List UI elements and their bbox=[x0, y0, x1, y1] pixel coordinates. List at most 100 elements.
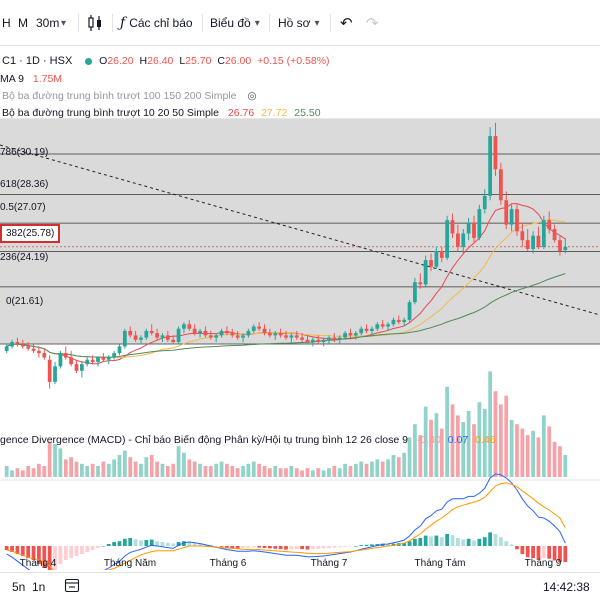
volume-bar bbox=[525, 435, 530, 477]
candle-body bbox=[273, 333, 278, 336]
timeframe-h-button[interactable]: H bbox=[2, 16, 11, 30]
signal-line-value: 0.46 bbox=[475, 434, 496, 446]
timeframe-1n-button[interactable]: 1n bbox=[32, 580, 46, 594]
interval-dropdown-chevron-icon[interactable]: ▾ bbox=[61, 17, 67, 29]
candle-body bbox=[144, 330, 149, 338]
candle-body bbox=[10, 342, 14, 347]
symbol-name[interactable]: C1 · 1D · HSX bbox=[2, 55, 73, 67]
macd-histogram-bar bbox=[47, 546, 52, 570]
volume-bar bbox=[63, 459, 68, 477]
candle-body bbox=[187, 324, 192, 329]
macd-histogram-bar bbox=[525, 546, 530, 558]
calendar-range-icon bbox=[64, 578, 80, 593]
volume-bar bbox=[284, 468, 288, 477]
macd-histogram-bar bbox=[407, 541, 412, 546]
indicators-label: Các chỉ báo bbox=[129, 16, 193, 30]
x-tick-label: Tháng Tám bbox=[414, 558, 466, 569]
volume-ma-label: MA 9 bbox=[0, 73, 24, 85]
macd-label[interactable]: gence Divergence (MACD) - Chỉ báo Biến đ… bbox=[0, 434, 408, 446]
candle-body bbox=[63, 353, 68, 358]
fib-label-236: 236(24.19) bbox=[0, 252, 49, 263]
candle-body bbox=[53, 366, 57, 382]
volume-bar bbox=[434, 413, 439, 477]
volume-bar bbox=[171, 463, 176, 477]
candle-body bbox=[37, 350, 41, 354]
macd-histogram-bar bbox=[235, 546, 240, 549]
macd-histogram-bar bbox=[10, 546, 14, 552]
volume-bar bbox=[273, 466, 278, 477]
candle-body bbox=[257, 326, 262, 329]
macd-histogram-bar bbox=[316, 546, 321, 549]
volume-bar bbox=[53, 444, 57, 477]
candle-body bbox=[515, 209, 519, 232]
macd-histogram-bar bbox=[429, 536, 433, 546]
macd-histogram-bar bbox=[187, 542, 192, 546]
volume-bar bbox=[327, 468, 331, 477]
ma-hidden-label[interactable]: Bộ ba đường trung bình trượt 100 150 200… bbox=[2, 90, 237, 102]
candle-body bbox=[353, 333, 358, 336]
candle-body bbox=[552, 229, 557, 241]
ma-label[interactable]: Bộ ba đường trung bình trượt 10 20 50 Si… bbox=[2, 107, 219, 119]
candle-body bbox=[176, 328, 181, 343]
macd-histogram-bar bbox=[176, 542, 181, 546]
redo-button[interactable]: ↷ bbox=[366, 0, 379, 46]
volume-bar bbox=[353, 463, 358, 477]
macd-histogram-bar bbox=[149, 539, 154, 546]
macd-histogram-bar bbox=[165, 542, 170, 546]
price-chart[interactable] bbox=[0, 47, 600, 570]
macd-histogram-bar bbox=[547, 546, 552, 559]
volume-bar bbox=[488, 371, 492, 477]
candle-body bbox=[429, 260, 433, 267]
candle-body bbox=[219, 330, 224, 336]
candle-body bbox=[96, 357, 100, 362]
macd-histogram-bar bbox=[498, 537, 503, 546]
candle-body bbox=[337, 337, 342, 340]
undo-button[interactable]: ↶ bbox=[340, 0, 353, 46]
candle-body bbox=[386, 324, 390, 327]
chart-type-label: Biểu đồ bbox=[210, 16, 251, 30]
volume-bar bbox=[332, 466, 337, 477]
volume-bar bbox=[429, 419, 433, 477]
chart-type-button[interactable]: Biểu đồ ▾ bbox=[210, 0, 260, 46]
candle-body bbox=[106, 357, 111, 360]
candle-body bbox=[482, 195, 487, 210]
candle-body bbox=[380, 324, 385, 327]
macd-histogram-bar bbox=[284, 546, 288, 550]
macd-histogram-bar bbox=[493, 534, 498, 546]
macd-histogram-bar bbox=[466, 538, 471, 546]
macd-histogram-bar bbox=[536, 546, 541, 560]
candle-body bbox=[547, 220, 552, 230]
volume-bar bbox=[122, 450, 127, 477]
candle-body bbox=[498, 169, 503, 201]
volume-bar bbox=[359, 461, 364, 477]
volume-bar bbox=[531, 430, 535, 477]
volume-bar bbox=[461, 422, 466, 477]
interval-30m-button[interactable]: 30m bbox=[36, 16, 60, 30]
macd-histogram-bar bbox=[364, 544, 369, 546]
candle-body bbox=[128, 330, 133, 336]
candle-body bbox=[536, 235, 541, 247]
candle-body bbox=[246, 330, 251, 336]
timeframe-5n-button[interactable]: 5n bbox=[12, 580, 26, 594]
macd-histogram-bar bbox=[558, 546, 562, 562]
candle-body bbox=[531, 235, 535, 249]
volume-bar bbox=[337, 468, 342, 477]
candle-body bbox=[47, 359, 52, 382]
fib-label-382-highlighted[interactable]: 382(25.78) bbox=[0, 224, 61, 243]
top-toolbar: H M 30m ▾ ƒ Các chỉ báo Biểu đồ ▾ Hồ sơ … bbox=[0, 0, 600, 46]
timeframe-m-button[interactable]: M bbox=[18, 16, 28, 30]
macd-histogram-bar bbox=[305, 546, 310, 550]
candle-body bbox=[332, 337, 337, 340]
date-range-button[interactable] bbox=[64, 577, 80, 596]
candle-type-button[interactable] bbox=[87, 0, 103, 46]
indicators-button[interactable]: ƒ Các chỉ báo bbox=[120, 0, 193, 46]
candle-body bbox=[294, 335, 299, 338]
candle-body bbox=[413, 282, 417, 303]
volume-bar bbox=[149, 455, 154, 477]
undo-icon: ↶ bbox=[340, 15, 353, 32]
profile-button[interactable]: Hồ sơ ▾ bbox=[278, 0, 320, 46]
chart-area[interactable]: C1 · 1D · HSX O26.20 H26.40 L25.70 C26.0… bbox=[0, 47, 600, 570]
candle-body bbox=[133, 335, 138, 340]
eye-off-icon[interactable]: ◎ bbox=[247, 90, 257, 102]
volume-bar bbox=[106, 463, 111, 477]
